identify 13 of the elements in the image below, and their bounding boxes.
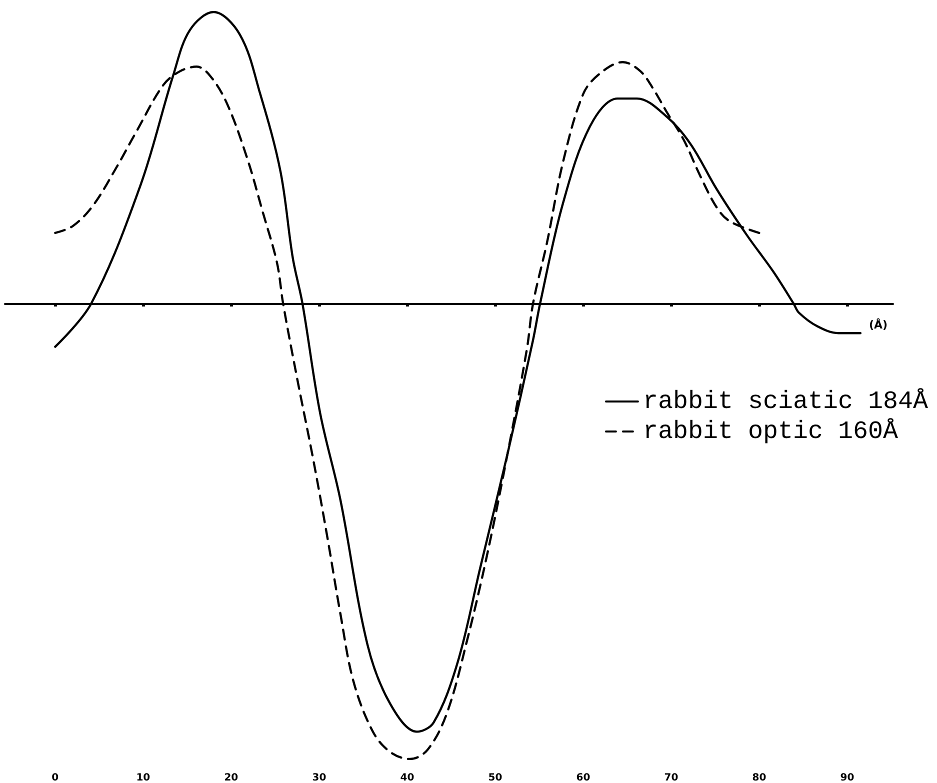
x-tick-label: 50 <box>488 772 502 783</box>
legend-label: rabbit sciatic 184Å <box>642 387 928 416</box>
x-tick-label: 10 <box>136 772 150 783</box>
x-tick-label: 30 <box>312 772 326 783</box>
x-tick-label: 70 <box>664 772 678 783</box>
x-axis-title: (Å) <box>869 318 888 332</box>
x-tick-label: 0 <box>52 772 59 783</box>
x-tick-label: 80 <box>752 772 766 783</box>
x-tick-label: 20 <box>224 772 238 783</box>
x-tick-label: 40 <box>400 772 414 783</box>
legend-label: rabbit optic 160Å <box>642 417 898 446</box>
x-tick-label: 60 <box>576 772 590 783</box>
x-tick-label: 90 <box>840 772 854 783</box>
